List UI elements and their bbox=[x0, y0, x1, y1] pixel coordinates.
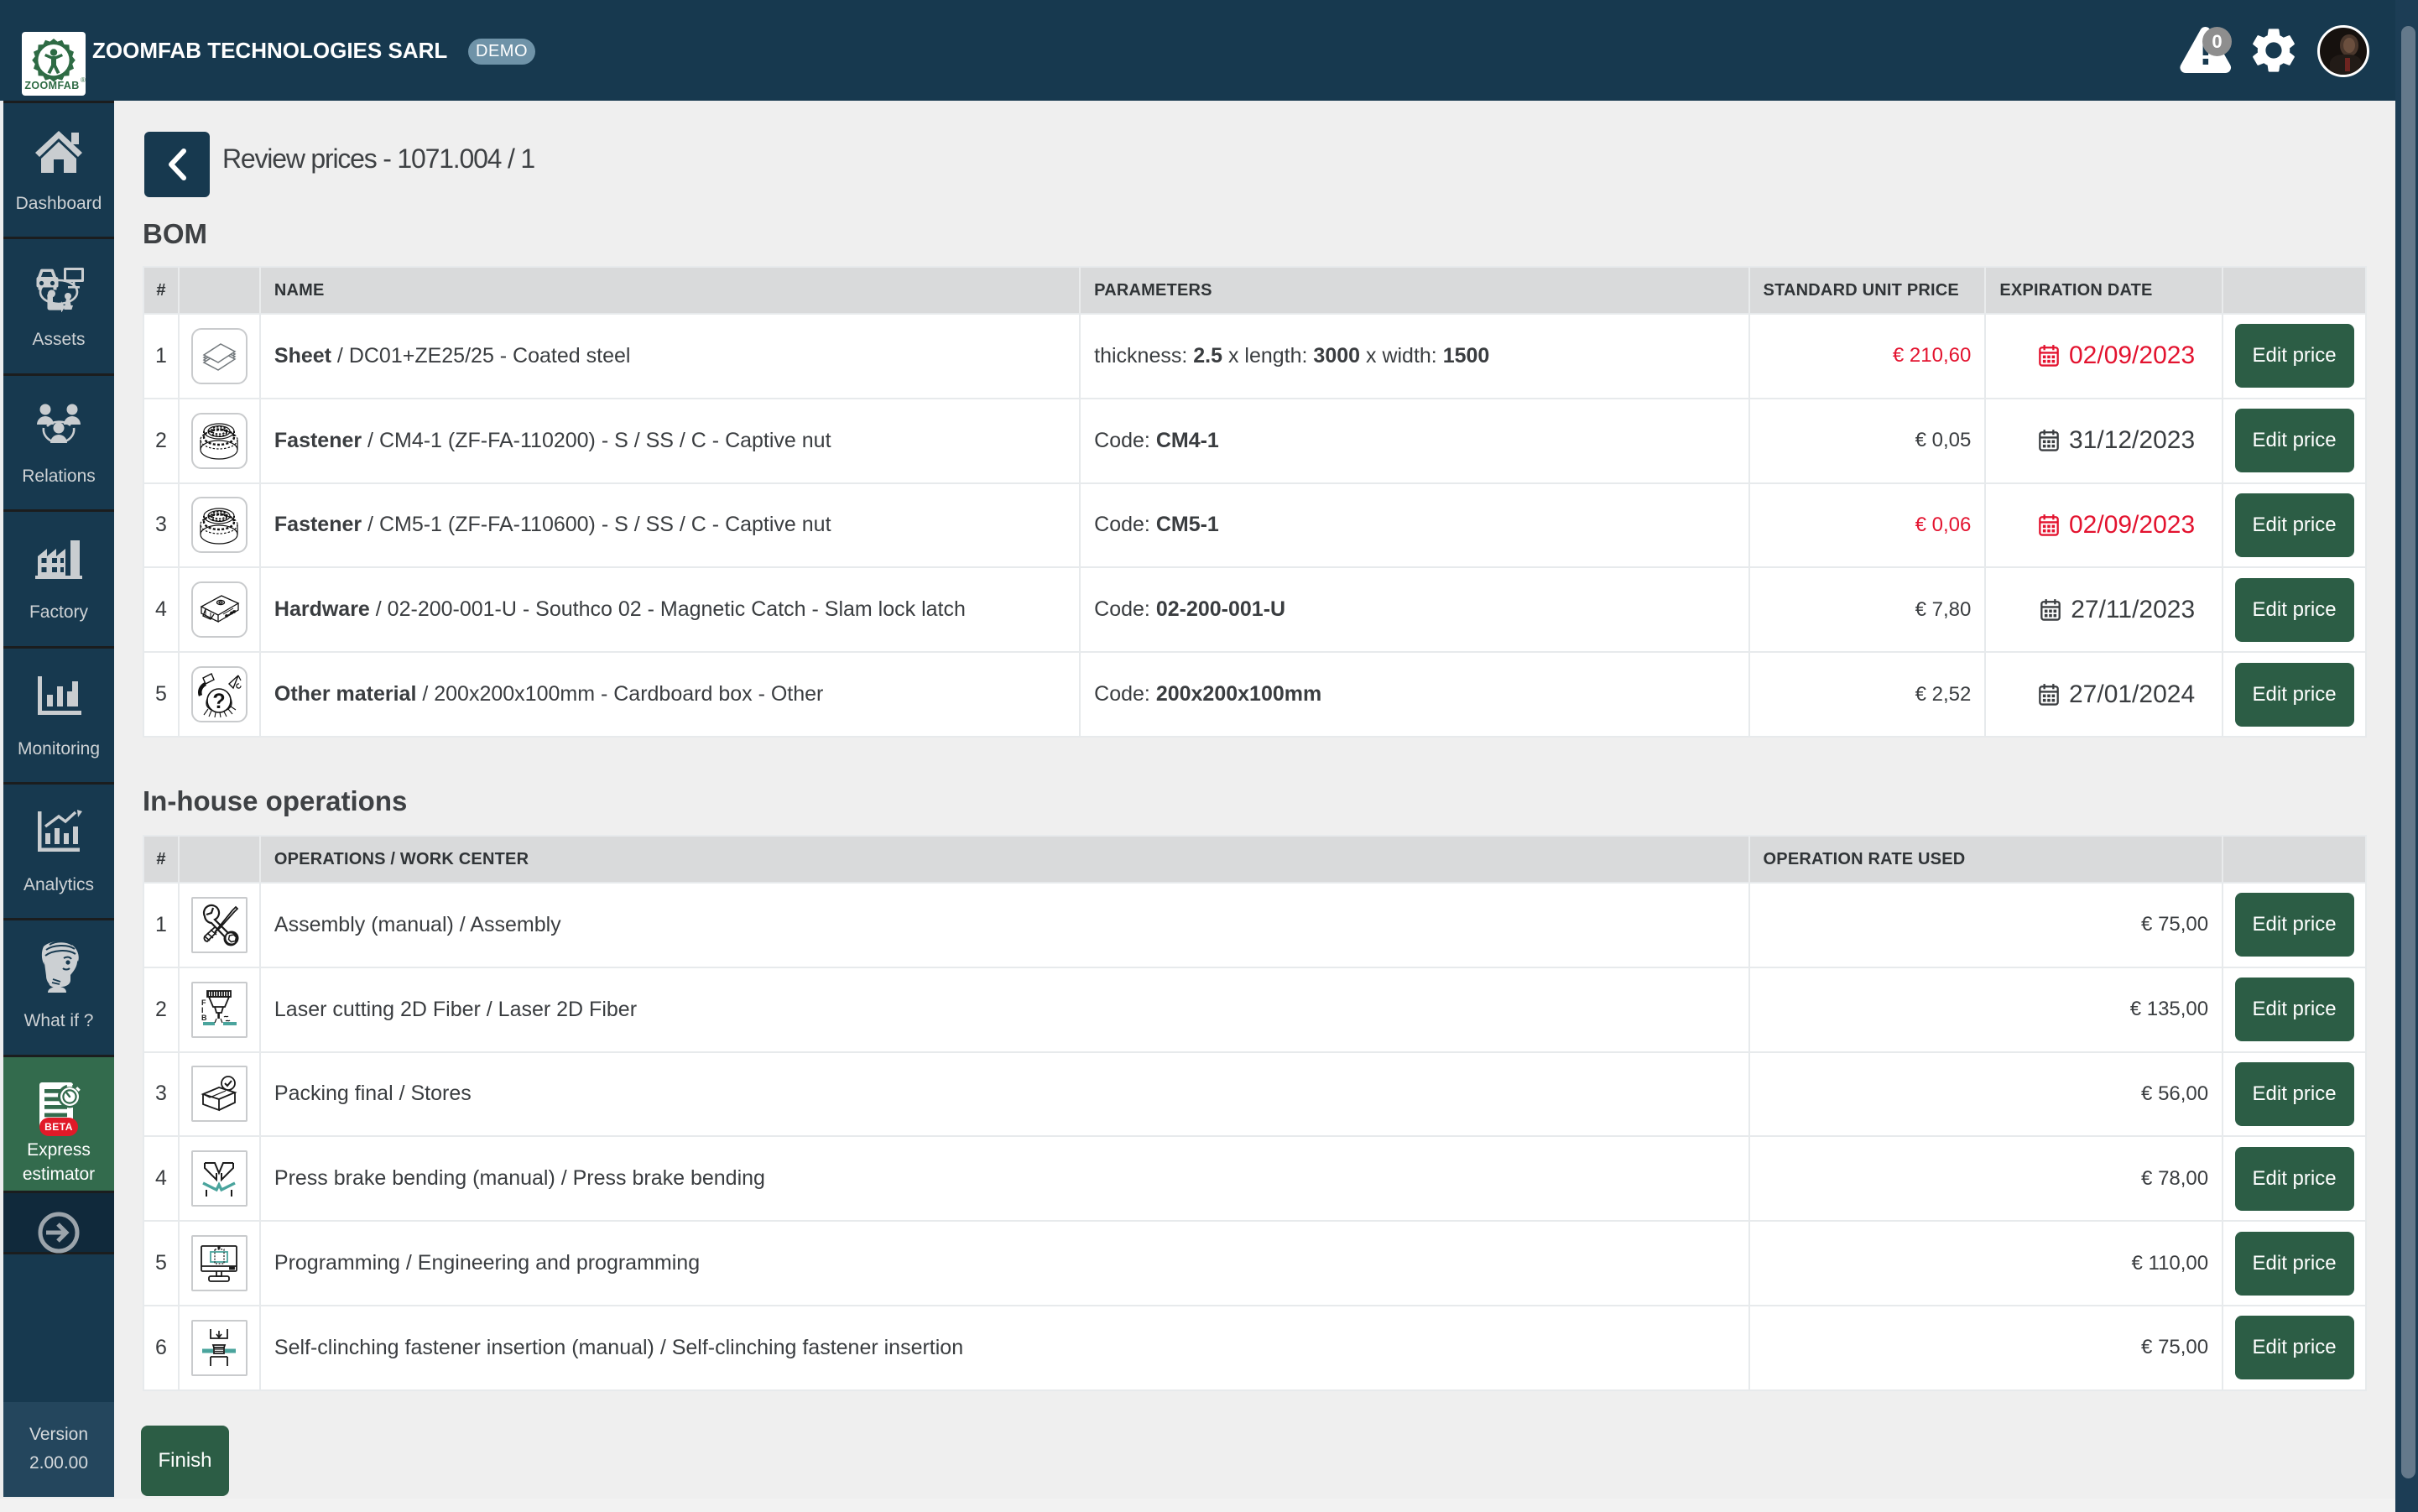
svg-text:?: ? bbox=[213, 690, 226, 713]
svg-text:®: ® bbox=[81, 76, 86, 84]
svg-text:I: I bbox=[201, 1006, 204, 1014]
svg-text:ZOOMFAB: ZOOMFAB bbox=[24, 80, 79, 91]
svg-text:F: F bbox=[201, 998, 206, 1007]
svg-text:B: B bbox=[201, 1014, 207, 1022]
